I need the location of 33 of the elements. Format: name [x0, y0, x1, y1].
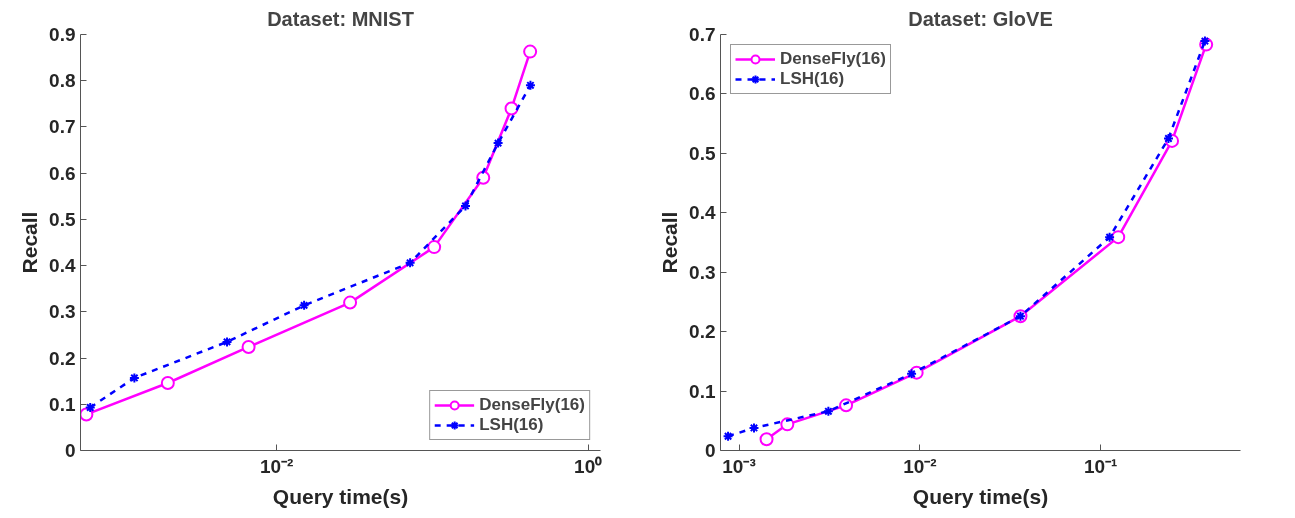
- y-tick-label: 0.6: [689, 83, 716, 105]
- y-tick-label: 0.6: [49, 162, 76, 184]
- y-tick-label: 0.1: [689, 380, 716, 402]
- x-tick-label: 10⁻¹: [1083, 455, 1118, 477]
- legend-label: DenseFly(16): [780, 49, 886, 69]
- y-tick-label: 0.9: [49, 24, 76, 45]
- y-tick-label: 0.7: [689, 24, 716, 45]
- y-tick-label: 0.2: [49, 347, 76, 369]
- x-axis-title: Query time(s): [272, 484, 409, 508]
- legend-label: LSH(16): [479, 415, 544, 435]
- y-tick-label: 0.1: [49, 393, 76, 415]
- x-axis-title: Query time(s): [912, 484, 1049, 508]
- y-tick-label: 0.5: [689, 142, 716, 164]
- x-tick-label: 10⁰: [574, 455, 603, 477]
- y-tick-label: 0.8: [49, 70, 76, 92]
- chart-title: Dataset: GloVE: [908, 7, 1053, 30]
- x-tick-label: 10⁻³: [722, 455, 756, 477]
- y-tick-label: 0: [64, 440, 76, 461]
- y-axis-title: Recall: [18, 211, 42, 274]
- legend-label: LSH(16): [780, 69, 845, 89]
- legend-label: DenseFly(16): [479, 395, 585, 415]
- y-tick-label: 0.3: [49, 301, 76, 323]
- x-tick-label: 10⁻²: [259, 455, 294, 477]
- y-tick-label: 0.4: [49, 255, 76, 277]
- y-tick-label: 0.2: [689, 321, 716, 343]
- y-tick-label: 0.3: [689, 261, 716, 283]
- chart-title: Dataset: MNIST: [267, 7, 414, 30]
- y-tick-label: 0: [704, 440, 716, 461]
- y-axis-title: Recall: [658, 211, 682, 274]
- y-tick-label: 0.7: [49, 116, 76, 138]
- x-tick-label: 10⁻²: [903, 455, 937, 477]
- y-tick-label: 0.4: [689, 202, 716, 224]
- y-tick-label: 0.5: [49, 208, 76, 230]
